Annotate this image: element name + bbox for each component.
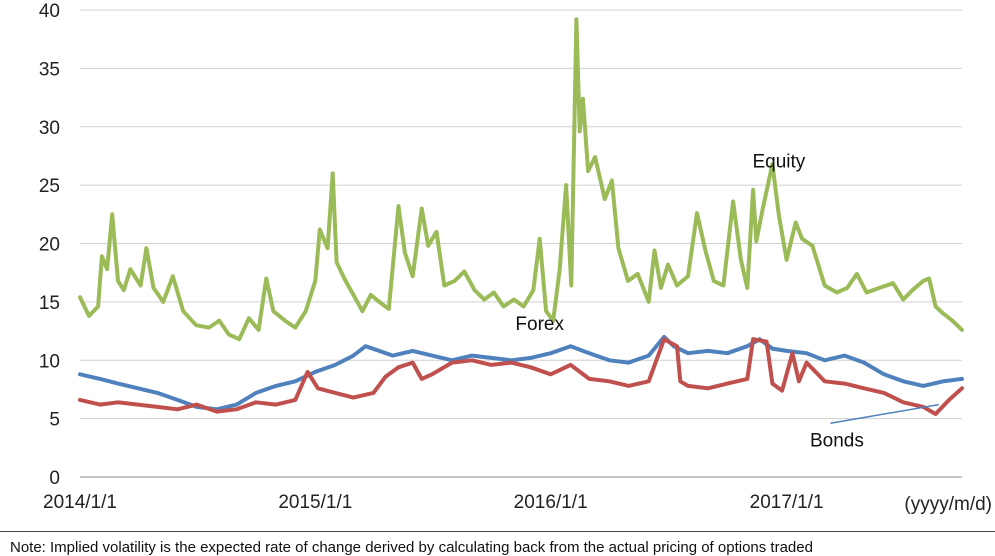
series-line-forex — [78, 334, 964, 412]
y-tick-label: 35 — [39, 59, 60, 80]
x-tick-label: 2017/1/1 — [750, 492, 824, 513]
x-tick-label: 2015/1/1 — [278, 492, 352, 513]
y-tick-label: 0 — [49, 468, 60, 489]
y-axis-tick-labels: 0 5 10 15 20 25 30 35 40 — [39, 1, 60, 489]
y-tick-label: 20 — [39, 235, 60, 256]
x-tick-label: 2016/1/1 — [514, 492, 588, 513]
note-divider — [0, 531, 995, 532]
chart-note: Note: Implied volatility is the expected… — [10, 539, 813, 556]
y-tick-label: 25 — [39, 176, 60, 197]
chart-svg: 0 5 10 15 20 25 30 35 40 2014/1/1 2015/1/1 2016/1/… — [39, 1, 992, 515]
y-tick-label: 30 — [39, 118, 60, 139]
x-tick-label: 2014/1/1 — [43, 492, 117, 513]
gridlines — [80, 9, 962, 478]
x-axis-unit-label: (yyyy/m/d) — [904, 494, 992, 515]
series-lines — [78, 17, 964, 416]
y-tick-label: 15 — [39, 293, 60, 314]
annotation-bonds: Bonds — [810, 431, 864, 452]
series-line-bonds — [78, 337, 964, 416]
y-tick-label: 40 — [39, 1, 60, 22]
y-tick-label: 5 — [49, 410, 60, 431]
bonds-pointer-line — [830, 403, 939, 425]
series-line-equity — [78, 17, 964, 342]
y-tick-label: 10 — [39, 351, 60, 372]
series-annotations: Equity Forex Bonds — [515, 152, 939, 452]
annotation-equity: Equity — [752, 152, 805, 173]
annotation-forex: Forex — [515, 314, 564, 335]
x-axis-tick-labels: 2014/1/1 2015/1/1 2016/1/1 2017/1/1 (yyyy/m/… — [43, 492, 992, 515]
